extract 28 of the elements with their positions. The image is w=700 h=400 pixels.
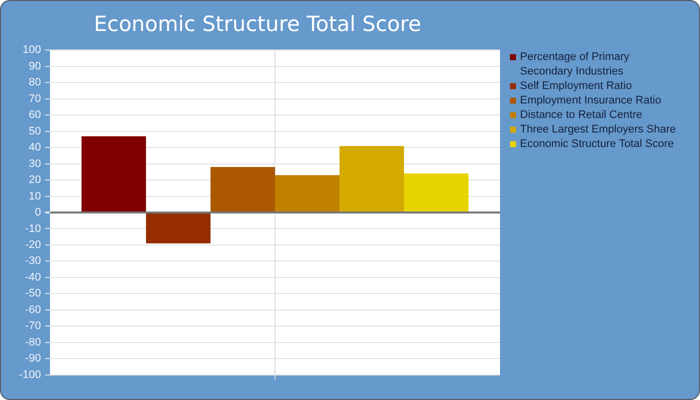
legend-label: Self Employment Ratio (520, 80, 632, 92)
legend-label: Percentage of Primary Secondary Industries (520, 51, 630, 78)
y-tick-label: -50 (25, 288, 42, 300)
y-tick-label: 40 (28, 142, 42, 154)
legend-label: Distance to Retail Centre (520, 109, 642, 122)
y-tick-label: -70 (25, 320, 42, 332)
y-tick-label: 80 (28, 76, 42, 89)
y-tick-label: -90 (25, 352, 42, 365)
y-tick-label: -40 (25, 271, 42, 284)
y-tick-label: 100 (22, 44, 42, 56)
legend-label: Economic Structure Total Score (520, 138, 674, 150)
legend-label: Employment Insurance Ratio (520, 94, 662, 107)
y-tick-label: -20 (25, 238, 42, 251)
y-tick-label: -30 (25, 255, 42, 268)
chart-title: Economic Structure Total Score (94, 12, 422, 36)
y-tick-label: -10 (25, 222, 42, 235)
y-tick-label: 60 (28, 109, 42, 122)
y-tick-label: 30 (28, 158, 42, 170)
y-tick-label: -100 (18, 368, 42, 381)
y-tick-label: 50 (28, 125, 42, 138)
y-tick-label: 10 (28, 190, 42, 202)
y-tick-label: 70 (28, 92, 42, 105)
y-tick-label: -80 (25, 336, 42, 348)
y-tick-label: 0 (34, 206, 42, 219)
y-tick-label: 90 (28, 60, 42, 72)
legend-label: Three Largest Employers Share (520, 124, 676, 136)
y-tick-label: -60 (25, 304, 42, 316)
y-tick-label: 20 (28, 174, 42, 186)
